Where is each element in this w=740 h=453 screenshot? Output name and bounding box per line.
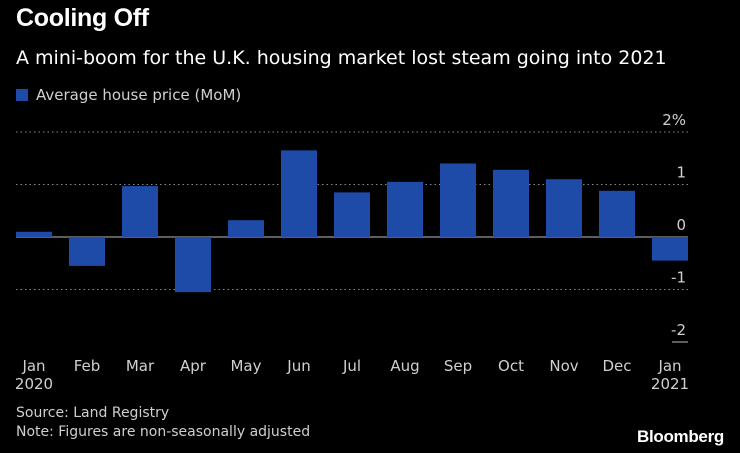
bar xyxy=(281,150,317,237)
legend-label: Average house price (MoM) xyxy=(36,86,242,104)
x-tick-label: May xyxy=(230,357,261,375)
bar xyxy=(228,220,264,237)
bar xyxy=(122,186,158,237)
bar-layer xyxy=(16,150,688,293)
source-text: Source: Land Registry xyxy=(16,405,170,421)
x-tick-label: Mar xyxy=(126,357,155,375)
y-axis-ticks: -2 -1 0 1 2% xyxy=(662,111,686,339)
bloomberg-logo: Bloomberg xyxy=(636,427,724,446)
bar xyxy=(334,192,370,237)
x-tick-label: Sep xyxy=(444,357,472,375)
x-tick-label: Aug xyxy=(390,357,419,375)
x-tick-label: Nov xyxy=(549,357,578,375)
bar xyxy=(175,237,211,293)
x-tick-label: Jul xyxy=(342,357,361,375)
chart-title: Cooling Off xyxy=(16,4,149,32)
x-tick-label: Jan xyxy=(21,357,45,375)
bar xyxy=(440,163,476,237)
bar xyxy=(69,237,105,266)
x-tick-label: Feb xyxy=(74,357,101,375)
x-year-label: 2021 xyxy=(651,375,689,393)
legend-swatch xyxy=(16,89,28,101)
bar xyxy=(546,179,582,237)
y-tick-label: 2% xyxy=(662,111,686,129)
bar xyxy=(493,169,529,237)
footer: Source: Land Registry Note: Figures are … xyxy=(16,404,310,442)
x-year-label: 2020 xyxy=(15,375,53,393)
x-tick-label: Jan xyxy=(657,357,681,375)
bar xyxy=(16,231,52,237)
bar xyxy=(652,237,688,261)
y-tick-label: -1 xyxy=(671,269,686,287)
legend: Average house price (MoM) xyxy=(16,86,241,104)
note-text: Note: Figures are non-seasonally adjuste… xyxy=(16,424,311,440)
x-tick-label: Jun xyxy=(286,357,310,375)
x-tick-label: Apr xyxy=(180,357,207,375)
bar xyxy=(387,181,423,237)
x-tick-label: Oct xyxy=(498,357,524,375)
bar xyxy=(599,190,635,237)
y-tick-label: 1 xyxy=(676,164,686,182)
y-tick-label: -2 xyxy=(671,321,686,339)
x-tick-label: Dec xyxy=(602,357,631,375)
y-tick-label: 0 xyxy=(676,216,686,234)
chart-subtitle: A mini-boom for the U.K. housing market … xyxy=(16,47,667,69)
